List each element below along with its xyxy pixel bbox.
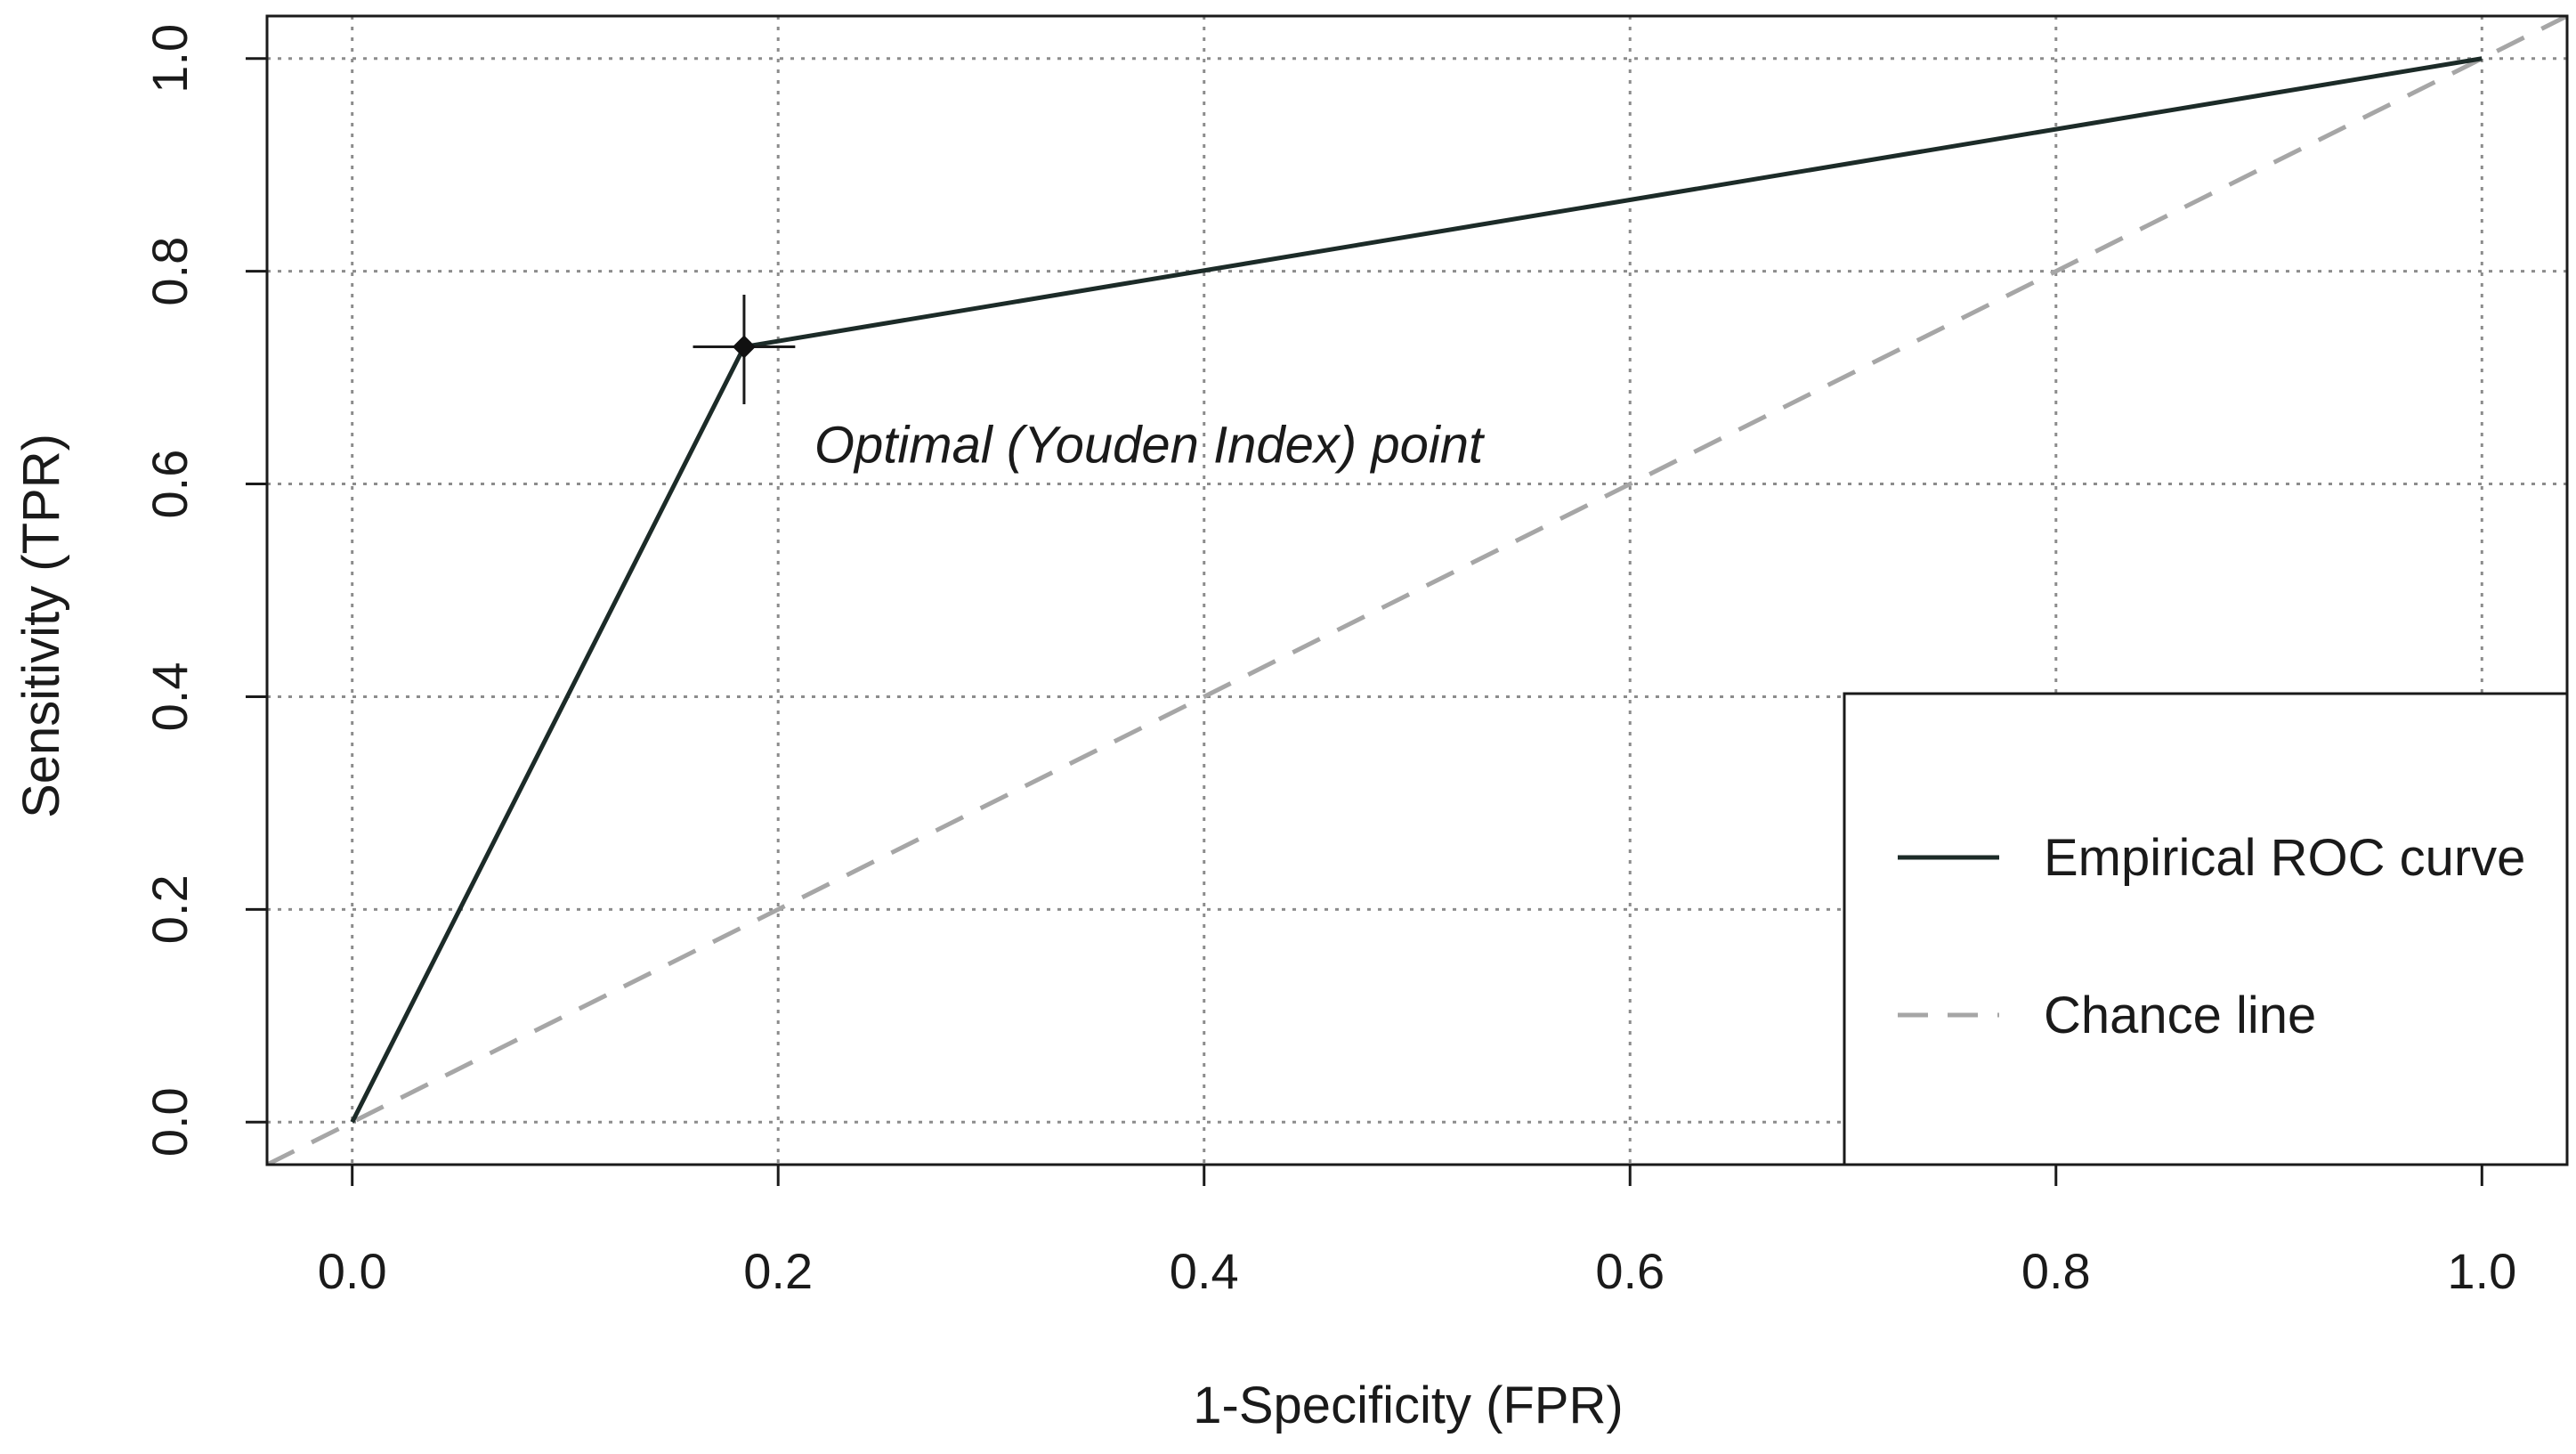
y-tick-label: 0.6: [142, 450, 198, 519]
plot-frame: [265, 14, 2569, 1166]
y-tick-label: 0.4: [142, 662, 198, 732]
y-tick-label: 0.8: [142, 237, 198, 306]
x-tick-label: 1.0: [2447, 1243, 2516, 1299]
optimal-point-marker: [732, 335, 756, 359]
optimal-point-annotation: Optimal (Youden Index) point: [814, 417, 1486, 475]
legend-label: Chance line: [2044, 987, 2316, 1044]
legend: Empirical ROC curve Chance line: [1843, 692, 2569, 1166]
annotation-layer: Optimal (Youden Index) point: [814, 417, 1486, 475]
axes: 0.0 0.2 0.4 0.6 0.8 1.0 0.0 0.2 0.4 0.6 0.8 1.0 1-Sp…: [12, 24, 2516, 1434]
legend-box: [1843, 692, 2569, 1166]
y-axis-title: Sensitivity (TPR): [12, 434, 70, 818]
optimal-point-layer: [693, 294, 796, 404]
x-tick-label: 0.6: [1595, 1243, 1665, 1299]
chance-line: [267, 16, 2567, 1165]
x-axis-title: 1-Specificity (FPR): [1193, 1377, 1623, 1434]
x-tick-label: 0.0: [318, 1243, 387, 1299]
x-tick-label: 0.4: [1170, 1243, 1239, 1299]
x-tick-label: 0.8: [2021, 1243, 2091, 1299]
y-tick-label: 0.2: [142, 874, 198, 944]
legend-label: Empirical ROC curve: [2044, 829, 2525, 887]
y-tick-label: 0.0: [142, 1087, 198, 1157]
y-tick-label: 1.0: [142, 24, 198, 93]
x-tick-label: 0.2: [743, 1243, 813, 1299]
